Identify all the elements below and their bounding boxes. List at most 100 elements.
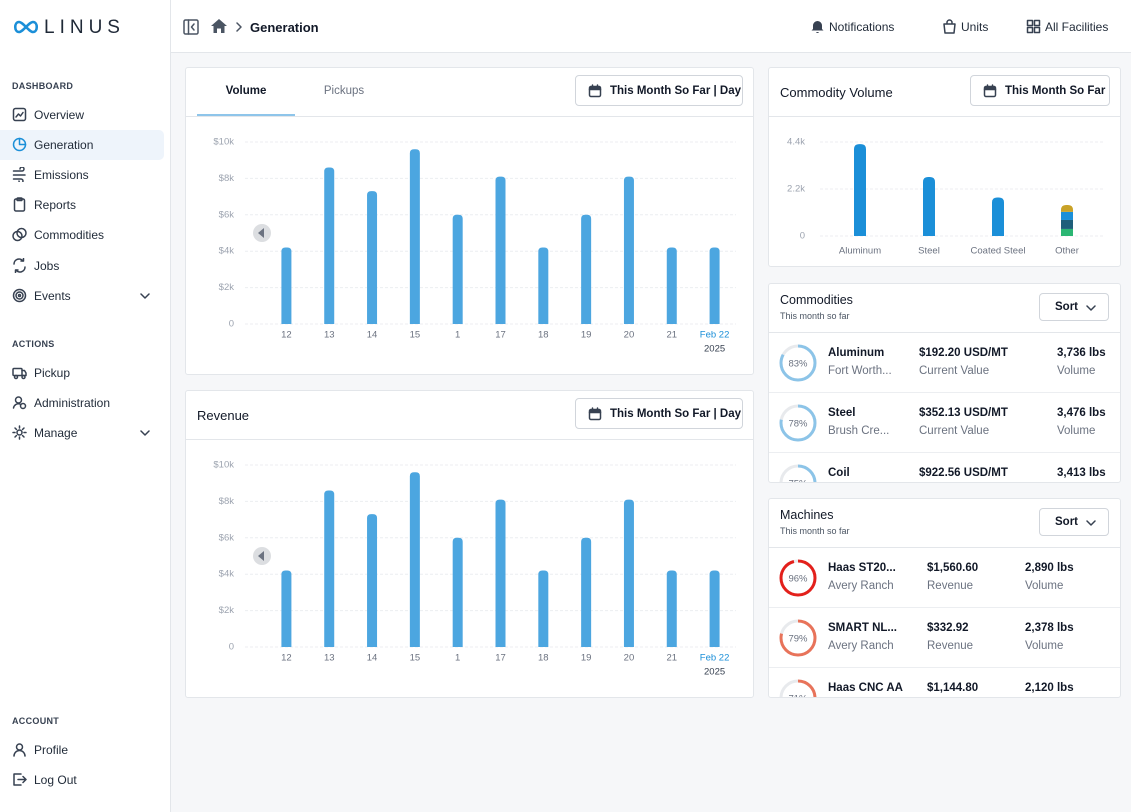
nav-item[interactable]: Generation	[0, 130, 164, 161]
nav-item[interactable]: Log Out	[0, 765, 164, 795]
sort-button[interactable]: Sort	[1039, 293, 1109, 321]
icon	[1086, 305, 1096, 311]
list-row: 83% Aluminum Fort Worth... $192.20 USD/MT Cu…	[769, 333, 1120, 393]
section-heading: DASHBOARD	[12, 81, 74, 91]
icon-part	[12, 367, 23, 377]
row-amount: 2,378 lbs	[1025, 622, 1074, 634]
nav-item[interactable]: Administration	[0, 388, 164, 418]
header-action-label: Notifications	[829, 20, 895, 34]
icon-part	[13, 749, 26, 757]
icon	[588, 84, 602, 98]
ring: 71%	[779, 679, 817, 698]
card-title: Revenue	[197, 408, 250, 423]
icon-part	[140, 292, 150, 299]
row-amount: 3,476 lbs	[1057, 407, 1106, 419]
breadcrumb: Generation	[250, 20, 319, 35]
icon-part	[16, 429, 23, 436]
row-amount-label: Volume	[1057, 425, 1096, 437]
card: Volume Pickups This Month So Far | Day	[185, 67, 754, 375]
icon	[12, 367, 27, 380]
tab-label: Pickups	[323, 85, 365, 97]
nav-label: Overview	[34, 108, 85, 122]
icon-part	[811, 21, 824, 34]
icon-part	[984, 86, 996, 90]
icon	[211, 19, 227, 33]
row-amount-label: Volume	[1025, 640, 1064, 652]
tab[interactable]: Volume	[197, 68, 295, 116]
nav-item[interactable]: Manage	[0, 418, 164, 448]
nav-item[interactable]: Commodities	[0, 220, 164, 250]
list-row: 79% SMART NL... Avery Ranch $332.92 Revenue 2…	[769, 608, 1120, 668]
divider	[186, 116, 753, 117]
sort-label: Sort	[1055, 301, 1078, 313]
sort-button[interactable]: Sort	[1039, 508, 1109, 536]
row-name: Steel	[828, 407, 856, 419]
icon-part	[16, 228, 27, 239]
nav-item[interactable]: Emissions	[0, 160, 164, 190]
card: Commodities This month so far Sort 83% Alumi…	[768, 283, 1121, 483]
nav-item[interactable]: Reports	[0, 190, 164, 220]
filter-button[interactable]: This Month So Far | Day	[575, 398, 743, 429]
row-name: Aluminum	[828, 347, 885, 359]
icon-part	[12, 425, 27, 440]
row-amount-label: Volume	[1057, 365, 1096, 377]
header-action[interactable]: All Facilities	[1024, 14, 1131, 40]
nav-item[interactable]: Events	[0, 281, 164, 311]
divider	[769, 547, 1120, 548]
filter-button[interactable]: This Month So Far	[970, 75, 1110, 106]
ring-label: 78%	[788, 419, 808, 430]
section-heading: ACTIONS	[12, 339, 55, 349]
icon-part	[15, 290, 24, 300]
icon-part	[943, 19, 956, 34]
icon-part	[21, 374, 26, 380]
card-title: Commodities	[780, 293, 853, 307]
list-row: 78% Steel Brush Cre... $352.13 USD/MT Curren…	[769, 393, 1120, 453]
nav-label: Events	[34, 288, 71, 303]
nav-item[interactable]: Profile	[0, 735, 164, 765]
row-location: Avery Ranch	[828, 640, 894, 652]
nav-item[interactable]: Overview	[0, 100, 164, 130]
row-name: Haas ST20...	[828, 562, 896, 574]
section-heading: ACCOUNT	[12, 716, 60, 726]
row-price-label: Current Value	[919, 425, 990, 437]
ring-arc	[779, 464, 817, 482]
icon-part	[187, 19, 195, 35]
icon	[12, 396, 27, 410]
icon-part	[13, 773, 27, 786]
row-price: $1,144.80	[927, 682, 979, 694]
ring-label: 75%	[788, 479, 808, 483]
brand: LINUS	[44, 17, 125, 38]
card-subtitle: This month so far	[780, 311, 850, 321]
nav-label: Commodities	[34, 228, 105, 243]
filter-label: This Month So Far	[1005, 85, 1106, 97]
ring: 96%	[779, 559, 817, 597]
ring-arc	[779, 679, 817, 697]
icon-part	[17, 293, 22, 297]
icon-part	[12, 167, 26, 183]
icon	[13, 743, 26, 757]
list-row: 71% Haas CNC AA $1,144.80 2,120 lbs	[769, 668, 1120, 698]
icon	[183, 19, 199, 35]
nav-item[interactable]: Pickup	[0, 358, 164, 388]
card: Revenue This Month So Far | Day	[185, 390, 754, 698]
icon	[983, 84, 997, 98]
row-price-label: Current Value	[919, 365, 990, 377]
header-action[interactable]: Units	[940, 14, 1040, 40]
row-price: $922.56 USD/MT	[919, 467, 1008, 479]
icon	[12, 167, 26, 183]
tab[interactable]: Pickups	[295, 68, 393, 116]
header-action[interactable]: Notifications	[808, 14, 908, 40]
header-action-label: All Facilities	[1045, 20, 1109, 34]
icon	[1026, 19, 1041, 34]
icon	[236, 22, 242, 32]
icon-part	[589, 409, 601, 413]
ring-arc	[779, 619, 817, 657]
filter-button[interactable]: This Month So Far | Day	[575, 75, 743, 106]
card-title: Machines	[780, 508, 834, 522]
nav-item[interactable]: Jobs	[0, 251, 164, 281]
icon-part	[183, 19, 199, 35]
ring-label: 71%	[788, 694, 808, 698]
divider	[769, 332, 1120, 333]
nav-label: Pickup	[34, 366, 71, 380]
nav-label: Reports	[34, 198, 77, 213]
